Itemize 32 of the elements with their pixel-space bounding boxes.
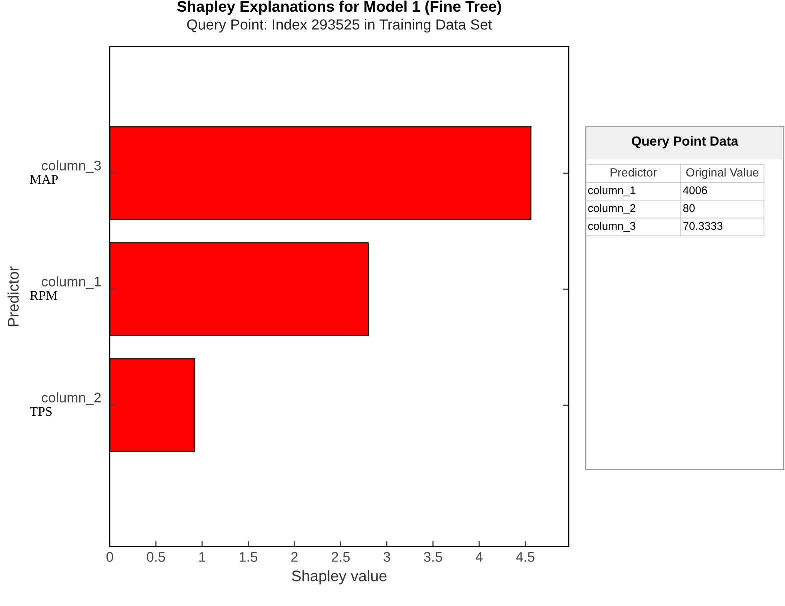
text: Query Point Data <box>632 136 739 149</box>
x-tick-label: 3.5 <box>424 552 442 562</box>
y-axis-title: Predictor <box>8 266 19 326</box>
text: 4006 <box>683 186 708 194</box>
x-tick-label: 1.5 <box>240 552 258 562</box>
text: column_1 <box>588 186 636 197</box>
x-tick-label: 4.5 <box>516 552 535 562</box>
y-tick-label: column_1 <box>42 276 101 290</box>
x-tick-label: 0 <box>106 552 114 562</box>
chart-title: Shapley Explanations for Model 1 (Fine Tree) <box>177 0 502 16</box>
text: RPM <box>30 291 58 300</box>
text: MAP <box>30 175 58 184</box>
text: column_2 <box>588 204 636 214</box>
x-tick-label: 4 <box>476 552 483 562</box>
x-axis-title: Shapley value <box>292 570 387 585</box>
bar <box>110 358 196 452</box>
text: column_3 <box>588 222 636 232</box>
text: Predictor <box>610 168 657 177</box>
y-tick-label: column_3 <box>42 160 102 174</box>
chart-subtitle: Query Point: Index 293525 in Training Data Set <box>187 19 492 33</box>
y-tick-label: column_2 <box>42 392 101 406</box>
x-tick-label: 3 <box>384 552 390 562</box>
bar <box>110 242 370 336</box>
x-tick-label: 2 <box>292 552 298 562</box>
text: Original Value <box>686 168 759 180</box>
x-tick-label: 2.5 <box>332 552 350 562</box>
x-tick-label: 0.5 <box>147 552 166 562</box>
x-tick-label: 1 <box>200 552 206 562</box>
text: TPS <box>30 407 52 416</box>
text: 70.3333 <box>684 222 723 230</box>
text: 80 <box>684 204 695 212</box>
bar <box>110 126 532 220</box>
